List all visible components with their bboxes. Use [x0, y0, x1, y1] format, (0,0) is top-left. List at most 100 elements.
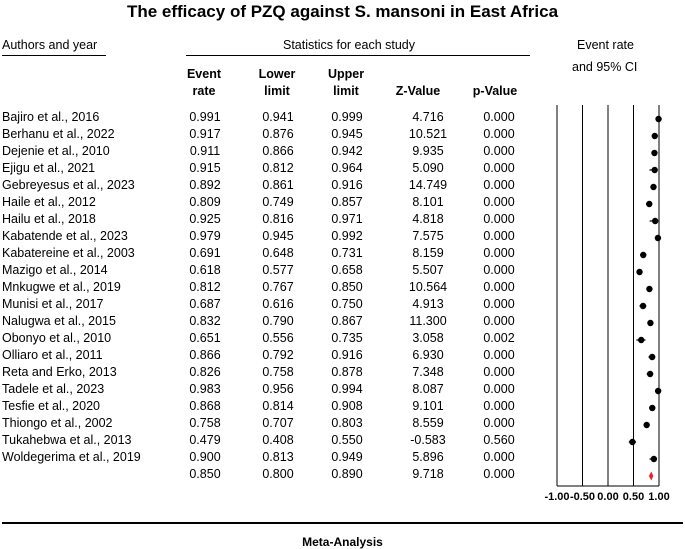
- study-name: Olliaro et al., 2011: [2, 348, 103, 362]
- study-lower: 0.812: [262, 161, 294, 175]
- x-tick-label: 1.00: [648, 491, 669, 503]
- study-z: 8.159: [412, 246, 444, 260]
- study-rate: 0.917: [189, 127, 221, 141]
- study-upper: 0.878: [331, 365, 363, 379]
- study-name: Dejenie et al., 2010: [2, 144, 110, 158]
- study-marker: [638, 336, 645, 344]
- study-p: 0.000: [483, 178, 515, 192]
- study-rate: 0.758: [189, 416, 221, 430]
- study-name: Ejigu et al., 2021: [2, 161, 96, 175]
- study-lower: 0.956: [262, 382, 294, 396]
- study-name: Hailu et al., 2018: [2, 212, 96, 226]
- study-p: 0.000: [483, 382, 515, 396]
- study-upper: 0.731: [331, 246, 363, 260]
- study-name: Kabatende et al., 2023: [2, 229, 128, 243]
- study-lower: 0.767: [262, 280, 294, 294]
- lower-limit-header: Lower limit: [258, 67, 296, 98]
- stats-group-header: Statistics for each study: [283, 38, 416, 52]
- study-rate: 0.479: [189, 433, 221, 447]
- study-marker: [646, 200, 653, 208]
- study-lower: 0.749: [262, 195, 294, 209]
- chart-title: The efficacy of PZQ against S. mansoni i…: [126, 2, 559, 21]
- study-z: 3.058: [412, 331, 444, 345]
- study-z: 8.101: [412, 195, 444, 209]
- summary-lower: 0.800: [262, 467, 294, 481]
- study-name: Mazigo et al., 2014: [2, 263, 108, 277]
- authors-header: Authors and year: [2, 38, 98, 52]
- study-z: 8.087: [412, 382, 444, 396]
- study-z: -0.583: [410, 433, 446, 447]
- study-name: Gebreyesus et al., 2023: [2, 178, 135, 192]
- study-p: 0.000: [483, 246, 515, 260]
- summary-z: 9.718: [412, 467, 444, 481]
- study-upper: 0.916: [331, 348, 363, 362]
- plot-header-line1: Event rate: [577, 38, 634, 52]
- study-lower: 0.813: [262, 450, 294, 464]
- study-name: Thiongo et al., 2002: [2, 416, 113, 430]
- study-lower: 0.945: [262, 229, 294, 243]
- study-upper: 0.803: [331, 416, 363, 430]
- study-marker: [646, 370, 654, 378]
- x-tick-label: -0.50: [570, 491, 595, 503]
- event-rate-header: Event rate: [186, 67, 222, 98]
- study-name: Tadele et al., 2023: [2, 382, 105, 396]
- study-lower: 0.861: [262, 178, 294, 192]
- study-rate: 0.866: [189, 348, 221, 362]
- study-p: 0.000: [483, 229, 515, 243]
- study-name: Nalugwa et al., 2015: [2, 314, 116, 328]
- study-marker: [654, 234, 662, 242]
- study-rate: 0.868: [189, 399, 221, 413]
- study-marker: [651, 166, 658, 174]
- study-rate: 0.812: [189, 280, 221, 294]
- study-marker: [649, 404, 656, 412]
- study-name: Tukahebwa et al., 2013: [2, 433, 132, 447]
- study-upper: 0.964: [331, 161, 363, 175]
- study-name: Kabatereine et al., 2003: [2, 246, 135, 260]
- study-name: Bajiro et al., 2016: [2, 110, 100, 124]
- study-lower: 0.408: [262, 433, 294, 447]
- study-p: 0.000: [483, 144, 515, 158]
- study-rate: 0.900: [189, 450, 221, 464]
- study-lower: 0.792: [262, 348, 294, 362]
- study-z: 9.101: [412, 399, 444, 413]
- study-lower: 0.941: [262, 110, 294, 124]
- study-marker: [651, 149, 658, 157]
- study-p: 0.560: [483, 433, 515, 447]
- study-rate: 0.832: [189, 314, 221, 328]
- plot-header-line2: and 95% CI: [572, 60, 638, 74]
- study-upper: 0.857: [331, 195, 363, 209]
- study-name: Tesfie et al., 2020: [2, 399, 100, 413]
- study-rate: 0.691: [189, 246, 221, 260]
- study-upper: 0.750: [331, 297, 363, 311]
- study-name: Reta and Erko, 2013: [2, 365, 117, 379]
- study-name: Mnkugwe et al., 2019: [2, 280, 121, 294]
- study-z: 10.521: [408, 127, 448, 141]
- study-name: Munisi et al., 2017: [2, 297, 104, 311]
- study-lower: 0.814: [262, 399, 294, 413]
- study-marker: [655, 115, 662, 123]
- study-upper: 0.550: [331, 433, 363, 447]
- study-rate: 0.983: [189, 382, 221, 396]
- study-lower: 0.758: [262, 365, 294, 379]
- study-name: Obonyo et al., 2010: [2, 331, 112, 345]
- study-rate: 0.687: [189, 297, 221, 311]
- study-p: 0.000: [483, 280, 515, 294]
- study-upper: 0.908: [331, 399, 363, 413]
- study-p: 0.000: [483, 212, 515, 226]
- study-marker: [648, 353, 656, 361]
- study-z: 8.559: [412, 416, 444, 430]
- study-marker: [650, 455, 658, 463]
- study-rate: 0.991: [189, 110, 221, 124]
- study-marker: [643, 421, 650, 429]
- study-lower: 0.616: [262, 297, 294, 311]
- study-lower: 0.790: [262, 314, 294, 328]
- study-marker: [640, 251, 647, 259]
- study-p: 0.000: [483, 110, 515, 124]
- study-upper: 0.735: [331, 331, 363, 345]
- study-z: 7.575: [412, 229, 444, 243]
- study-z: 7.348: [412, 365, 444, 379]
- study-rate: 0.826: [189, 365, 221, 379]
- study-upper: 0.992: [331, 229, 363, 243]
- study-p: 0.000: [483, 348, 515, 362]
